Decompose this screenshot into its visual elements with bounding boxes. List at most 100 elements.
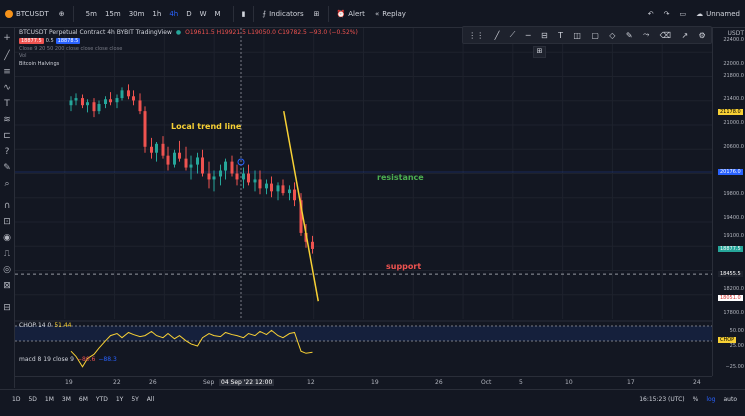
range-ytd[interactable]: YTD xyxy=(95,395,108,403)
timeframe-4h[interactable]: 4h xyxy=(169,9,179,18)
hline-tool-icon[interactable]: ─ xyxy=(525,30,531,40)
price-axis[interactable]: USDT 22400.0 22000.0 21800.0 21400.0 21000.0… xyxy=(712,28,745,376)
timeframe-1h[interactable]: 1h xyxy=(152,9,162,18)
legend-title: BTCUSDT Perpetual Contract 4h BYBIT Trad… xyxy=(19,29,172,36)
timeframe-5m[interactable]: 5m xyxy=(85,9,97,18)
log-toggle[interactable]: log xyxy=(706,395,716,403)
range-3m[interactable]: 3M xyxy=(61,395,71,403)
object-tree-icon[interactable]: ⊟ xyxy=(3,303,11,313)
price-tag[interactable]: 18877.5 xyxy=(718,246,743,253)
add-symbol-button[interactable]: ⊕ xyxy=(54,0,70,28)
candle xyxy=(196,157,199,165)
layout-button[interactable]: ▭ xyxy=(675,0,692,28)
event-marker-icon[interactable] xyxy=(237,158,245,166)
trendline-icon[interactable]: ╱ xyxy=(4,51,10,61)
range-5y[interactable]: 5Y xyxy=(131,395,139,403)
timeframe-30m[interactable]: 30m xyxy=(128,9,145,18)
zoom-icon[interactable]: ⌕ xyxy=(4,179,10,189)
timeframe-m[interactable]: M xyxy=(214,9,221,18)
price-tag[interactable]: 18051.0 xyxy=(718,295,743,302)
macd-value-2: −88.3 xyxy=(98,356,117,363)
live-dot-icon: ● xyxy=(175,29,182,36)
fib-tool-icon[interactable]: ⊟ xyxy=(541,30,548,40)
measure-icon[interactable]: ≋ xyxy=(3,115,11,125)
indicator-pane[interactable] xyxy=(15,320,712,372)
path-tool-icon[interactable]: ⤳ xyxy=(642,30,650,39)
redo-button[interactable]: ↷ xyxy=(659,0,675,28)
range-group: 1D 5D 1M 3M 6M YTD 1Y 5Y All xyxy=(0,396,158,403)
time-axis[interactable]: 19 22 26 Sep 04 Sep '22 12:00 12 19 26 Oct 5 10 17 24 xyxy=(15,376,712,389)
plus-icon: ⊕ xyxy=(58,9,65,18)
timeframe-w[interactable]: W xyxy=(199,9,207,18)
candle xyxy=(161,143,165,156)
candle xyxy=(143,111,147,147)
divider xyxy=(253,5,255,22)
pattern-icon[interactable]: ∿ xyxy=(3,83,11,93)
text-icon[interactable]: T xyxy=(4,99,10,109)
crosshair-icon[interactable]: + xyxy=(3,33,11,43)
trash-icon[interactable]: ⊠ xyxy=(3,281,11,291)
candles-icon: ▮ xyxy=(241,9,246,18)
ray-tool-icon[interactable]: ⟋ xyxy=(509,30,516,39)
fib-icon[interactable]: ≡ xyxy=(3,67,11,77)
buy-price[interactable]: 18878.5 xyxy=(55,38,81,44)
brush-icon[interactable]: ✎ xyxy=(3,163,11,173)
drag-handle-icon[interactable]: ⋮⋮ xyxy=(468,30,485,40)
price-tick: 20600.0 xyxy=(723,143,744,150)
brush-tool-icon[interactable]: ✎ xyxy=(625,30,633,40)
indicators-button[interactable]: ⨍ Indicators xyxy=(257,0,308,28)
price-tag[interactable]: 21178.0 xyxy=(718,109,743,116)
shape-tool-icon[interactable]: ◇ xyxy=(609,30,616,40)
lock-icon[interactable]: ⊡ xyxy=(3,217,11,227)
chop-tag[interactable]: CHOP xyxy=(718,337,737,343)
percent-toggle[interactable]: % xyxy=(692,395,699,403)
clock[interactable]: 16:15:23 (UTC) xyxy=(639,395,685,403)
range-1d[interactable]: 1D xyxy=(12,395,21,403)
templates-button[interactable]: ⊞ xyxy=(309,0,325,28)
undo-button[interactable]: ↶ xyxy=(643,0,659,28)
candle xyxy=(155,143,158,153)
eraser-tool-icon[interactable]: ⌫ xyxy=(659,30,672,40)
callout-tool-icon[interactable]: ◫ xyxy=(573,30,581,40)
range-1y[interactable]: 1Y xyxy=(115,395,124,403)
timeframe-d[interactable]: D xyxy=(186,9,192,18)
stay-drawing-icon[interactable]: ⎍ xyxy=(3,249,11,259)
settings-tool-icon[interactable]: ⚙ xyxy=(698,30,706,40)
timeframe-15m[interactable]: 15m xyxy=(104,9,121,18)
vol-legend: Vol xyxy=(19,53,27,59)
time-label: 19 xyxy=(371,379,379,386)
object-settings-icon[interactable]: ⊞ xyxy=(533,46,546,58)
indicator-tick: −25.00 xyxy=(725,364,744,370)
price-tag[interactable]: 20176.0 xyxy=(718,168,743,175)
time-label: 26 xyxy=(149,379,157,386)
note-tool-icon[interactable]: ▢ xyxy=(591,30,599,40)
candle xyxy=(150,146,153,153)
candle xyxy=(189,164,193,168)
symbol-search[interactable]: BTCUSDT xyxy=(0,0,54,28)
replay-button[interactable]: «Replay xyxy=(370,0,411,28)
time-label: Oct xyxy=(481,379,492,386)
price-chart[interactable] xyxy=(15,28,712,319)
layout-name[interactable]: ☁ Unnamed xyxy=(691,0,745,28)
currency-label[interactable]: USDT xyxy=(727,30,745,37)
price-tag[interactable]: 18455.5 xyxy=(718,271,743,278)
range-5d[interactable]: 5D xyxy=(28,395,37,403)
chart-type-button[interactable]: ▮ xyxy=(237,0,251,28)
question-icon[interactable]: ? xyxy=(4,147,10,157)
range-all[interactable]: All xyxy=(146,395,155,403)
price-tick: 19400.0 xyxy=(723,215,744,222)
line-tool-icon[interactable]: ╱ xyxy=(494,30,500,40)
auto-toggle[interactable]: auto xyxy=(723,395,737,403)
trend-line[interactable] xyxy=(283,111,319,302)
sell-price[interactable]: 18877.5 xyxy=(19,38,44,44)
magnet-icon[interactable]: ∩ xyxy=(3,201,11,211)
text-tool-icon[interactable]: T xyxy=(558,30,563,40)
ruler-icon[interactable]: ⊏ xyxy=(3,131,11,141)
hide-icon[interactable]: ◉ xyxy=(3,233,11,243)
chop-line[interactable] xyxy=(70,329,313,368)
eye-icon[interactable]: ◎ xyxy=(3,265,11,275)
trend-tool-icon[interactable]: ↗ xyxy=(681,30,689,40)
range-1m[interactable]: 1M xyxy=(44,395,54,403)
alert-button[interactable]: ⏰ Alert xyxy=(332,0,370,28)
range-6m[interactable]: 6M xyxy=(78,395,88,403)
